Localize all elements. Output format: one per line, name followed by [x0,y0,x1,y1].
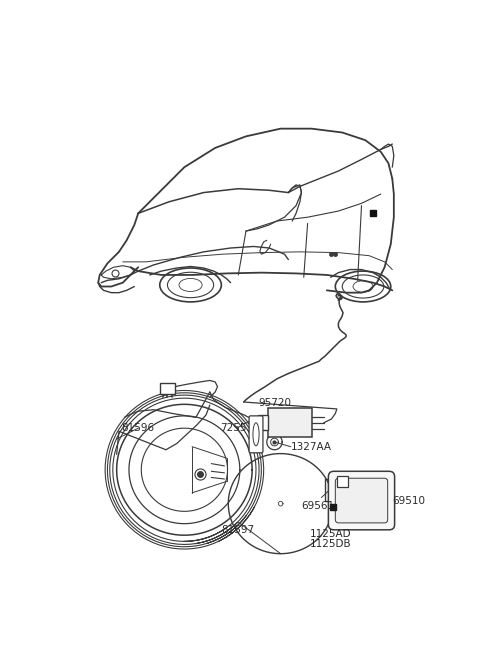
FancyBboxPatch shape [328,472,395,530]
Bar [160,383,175,394]
Text: 69561A: 69561A [301,500,342,510]
FancyBboxPatch shape [249,416,263,453]
Text: 1125DB: 1125DB [310,539,351,549]
Bar [337,476,348,487]
Text: 81597: 81597 [222,525,255,535]
Text: 1327AA: 1327AA [291,441,332,452]
FancyBboxPatch shape [336,478,388,523]
Bar [267,408,312,438]
Text: 95720: 95720 [259,398,292,408]
Bar [258,415,267,430]
Text: 81596: 81596 [121,423,155,433]
Text: 1125AD: 1125AD [310,529,351,539]
Text: 69510: 69510 [392,496,425,506]
Text: 72553: 72553 [220,423,253,433]
